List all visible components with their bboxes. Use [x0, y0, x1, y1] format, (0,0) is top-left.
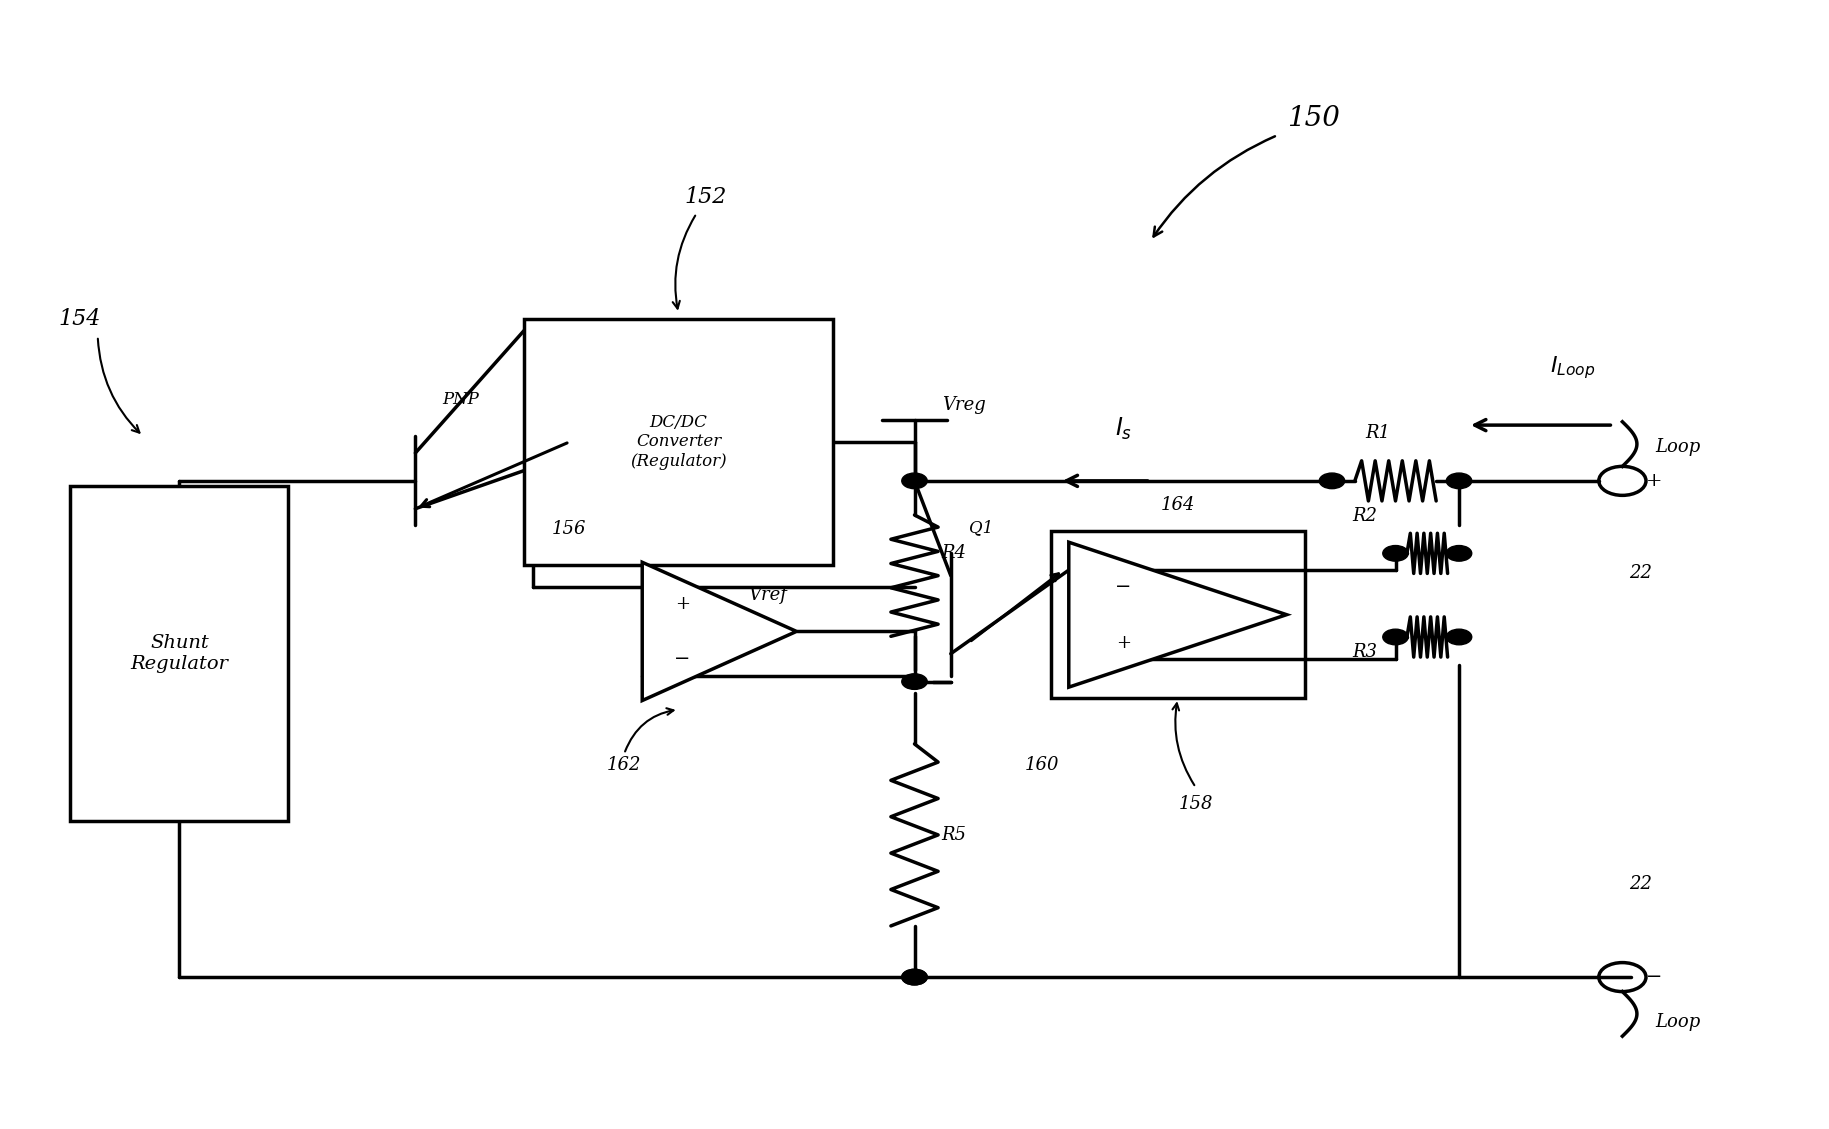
Text: Vref: Vref: [748, 586, 788, 604]
Text: +: +: [1646, 472, 1663, 490]
Text: $I_s$: $I_s$: [1114, 415, 1132, 441]
Text: +: +: [675, 595, 690, 613]
Text: Loop: Loop: [1655, 438, 1701, 456]
Text: 164: 164: [1160, 497, 1194, 515]
Circle shape: [902, 970, 927, 984]
Text: −: −: [1116, 578, 1132, 596]
Circle shape: [902, 473, 927, 489]
Text: 162: 162: [607, 756, 642, 774]
Text: R5: R5: [942, 826, 968, 843]
Text: R4: R4: [942, 544, 968, 562]
Text: 150: 150: [1288, 105, 1341, 132]
Text: 22: 22: [1630, 875, 1652, 893]
Text: 156: 156: [552, 519, 585, 537]
Text: DC/DC
Converter
(Regulator): DC/DC Converter (Regulator): [631, 413, 726, 470]
Text: Loop: Loop: [1655, 1013, 1701, 1031]
Text: 154: 154: [59, 308, 101, 330]
Text: Vreg: Vreg: [942, 396, 986, 414]
Circle shape: [1383, 629, 1408, 645]
Text: Shunt
Regulator: Shunt Regulator: [130, 634, 229, 673]
Circle shape: [1319, 473, 1344, 489]
Polygon shape: [642, 562, 796, 700]
Polygon shape: [1068, 542, 1286, 688]
Text: $I_{Loop}$: $I_{Loop}$: [1549, 353, 1595, 380]
Text: −: −: [673, 650, 690, 668]
Circle shape: [1383, 545, 1408, 561]
Text: Q1: Q1: [969, 519, 993, 536]
Text: R2: R2: [1352, 507, 1377, 525]
Text: 158: 158: [1178, 795, 1213, 813]
Text: +: +: [1116, 633, 1130, 651]
Text: R1: R1: [1364, 423, 1390, 441]
Text: PNP: PNP: [443, 392, 479, 409]
Text: 22: 22: [1630, 564, 1652, 583]
Text: 152: 152: [684, 185, 726, 208]
Bar: [525, 320, 832, 564]
Circle shape: [1447, 473, 1472, 489]
Circle shape: [1447, 629, 1472, 645]
Circle shape: [902, 970, 927, 984]
Circle shape: [902, 674, 927, 690]
Text: 160: 160: [1024, 756, 1059, 774]
Bar: [71, 487, 289, 821]
Text: R3: R3: [1352, 642, 1377, 660]
Circle shape: [1447, 545, 1472, 561]
Bar: [1050, 531, 1304, 699]
Text: −: −: [1646, 968, 1663, 986]
